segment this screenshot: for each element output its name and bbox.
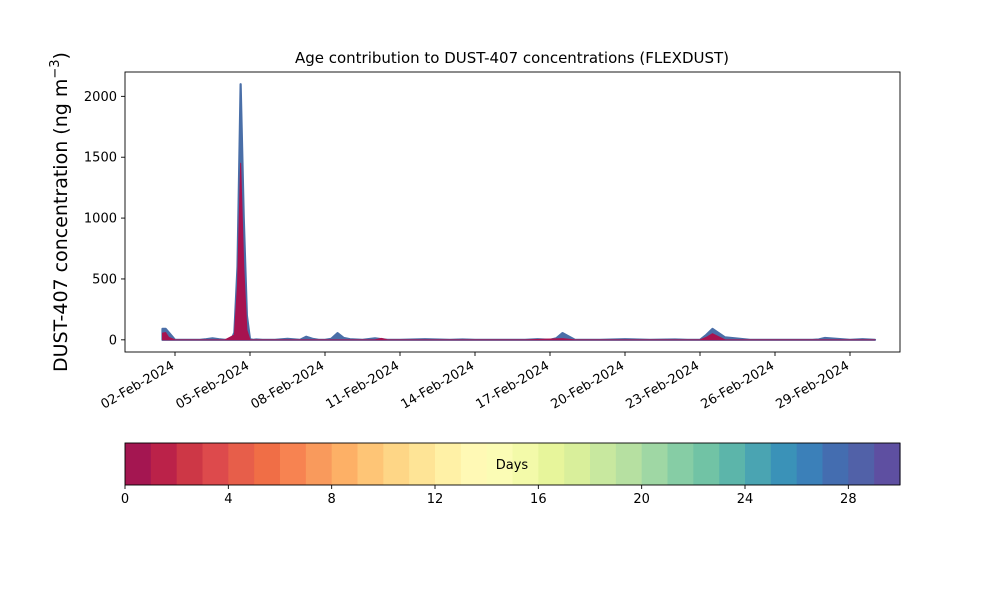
- colorbar-tick-label: 4: [224, 492, 232, 507]
- colorbar-swatch: [409, 443, 436, 485]
- colorbar-swatch: [874, 443, 901, 485]
- colorbar-ticks: 0 4 8 12 16 20 24 28: [121, 485, 857, 507]
- colorbar-swatch: [305, 443, 333, 485]
- colorbar-swatch: [564, 443, 591, 485]
- x-tick-label: 05-Feb-2024: [173, 358, 252, 412]
- colorbar-swatch: [280, 443, 307, 485]
- colorbar-swatch: [796, 443, 824, 485]
- y-axis-label-main: DUST-407 concentration (ng m: [50, 79, 72, 372]
- colorbar-tick-label: 28: [840, 492, 857, 507]
- colorbar-swatch: [460, 443, 488, 485]
- colorbar-swatch: [486, 443, 514, 485]
- y-axis-label-close: ): [50, 52, 72, 59]
- colorbar-swatch: [590, 443, 617, 485]
- y-tick-label: 1000: [84, 212, 117, 227]
- x-axis-ticks: 02-Feb-202405-Feb-202408-Feb-202411-Feb-…: [98, 352, 852, 412]
- x-tick-label: 02-Feb-2024: [98, 358, 177, 412]
- colorbar-swatch: [719, 443, 746, 485]
- x-tick-label: 20-Feb-2024: [548, 358, 627, 412]
- colorbar-swatch: [512, 443, 539, 485]
- y-axis-ticks: 0 500 1000 1500 2000: [84, 90, 125, 348]
- colorbar-swatch: [383, 443, 410, 485]
- colorbar-swatch: [615, 443, 643, 485]
- series-youngest-area: [162, 162, 876, 341]
- colorbar-tick-label: 0: [121, 492, 129, 507]
- colorbar-swatch: [176, 443, 204, 485]
- colorbar-label: Days: [496, 458, 529, 473]
- x-tick-label: 26-Feb-2024: [698, 358, 777, 412]
- colorbar-frame: [124, 442, 901, 486]
- colorbar-swatch: [254, 443, 281, 485]
- x-tick-label: 23-Feb-2024: [623, 358, 702, 412]
- x-tick-label: 11-Feb-2024: [323, 358, 402, 412]
- y-tick-label: 500: [92, 272, 117, 287]
- x-tick-label: 14-Feb-2024: [398, 358, 477, 412]
- colorbar-tick-label: 12: [427, 492, 444, 507]
- chart-title: Age contribution to DUST-407 concentrati…: [295, 49, 729, 67]
- colorbar-swatch: [693, 443, 720, 485]
- y-tick-label: 0: [109, 333, 117, 348]
- colorbar-tick-label: 20: [633, 492, 650, 507]
- colorbar-swatch: [150, 443, 178, 485]
- axes-frame: [124, 71, 901, 353]
- plot-area: [161, 83, 877, 341]
- x-tick-label: 17-Feb-2024: [473, 358, 552, 412]
- colorbar-swatch: [822, 443, 849, 485]
- colorbar-swatch: [125, 443, 152, 485]
- colorbar-swatch: [202, 443, 229, 485]
- y-tick-label: 2000: [84, 90, 117, 105]
- colorbar-swatch: [745, 443, 772, 485]
- y-axis-label-exponent: −3: [48, 59, 63, 78]
- colorbar-swatch: [228, 443, 255, 485]
- colorbar-swatch: [641, 443, 669, 485]
- y-tick-label: 1500: [84, 151, 117, 166]
- colorbar-tick-label: 16: [530, 492, 547, 507]
- colorbar-swatch: [848, 443, 875, 485]
- x-tick-label: 29-Feb-2024: [773, 358, 852, 412]
- x-tick-label: 08-Feb-2024: [248, 358, 327, 412]
- colorbar-swatch: [435, 443, 462, 485]
- series-total-area: [161, 83, 877, 341]
- colorbar: [125, 443, 901, 485]
- colorbar-swatch: [770, 443, 798, 485]
- colorbar-swatch: [331, 443, 359, 485]
- colorbar-swatch: [357, 443, 384, 485]
- colorbar-swatch: [667, 443, 694, 485]
- y-axis-label: DUST-407 concentration (ng m−3): [48, 52, 72, 372]
- colorbar-tick-label: 8: [328, 492, 336, 507]
- colorbar-swatch: [538, 443, 565, 485]
- colorbar-tick-label: 24: [737, 492, 754, 507]
